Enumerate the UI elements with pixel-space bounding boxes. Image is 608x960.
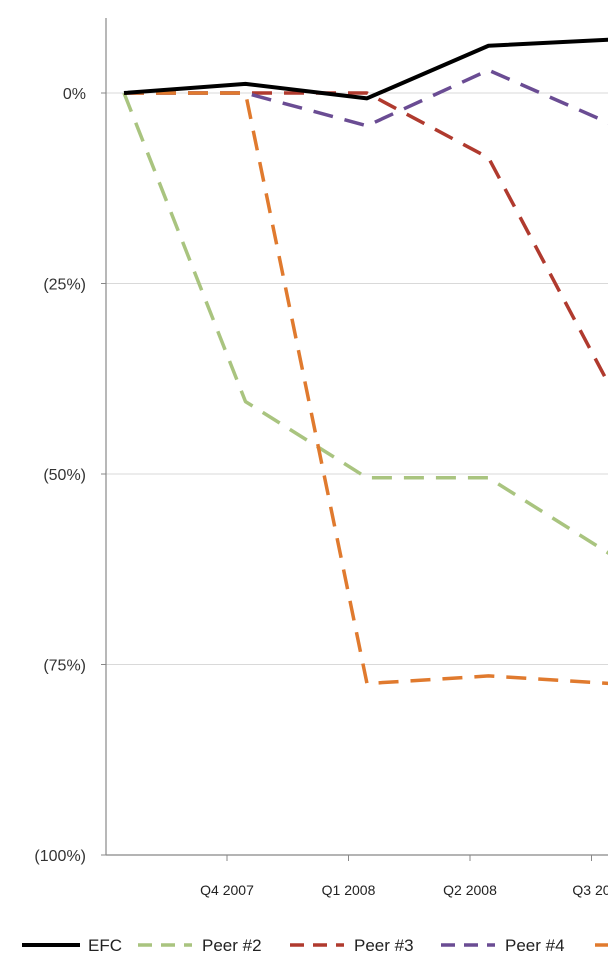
y-tick-label: 0%	[63, 86, 86, 103]
series-line-peer-3	[124, 91, 608, 387]
y-tick-label: (50%)	[43, 467, 86, 484]
series-line-unlabeled	[124, 91, 608, 686]
y-tick-label: (100%)	[34, 848, 86, 865]
x-tick-label: Q1 2008	[322, 882, 376, 898]
x-axis-ticks: Q4 2007 Q1 2008 Q2 2008 Q3 20	[200, 855, 608, 898]
axes	[105, 18, 608, 856]
series-line-efc	[123, 37, 608, 101]
x-tick-label: Q4 2007	[200, 882, 254, 898]
x-tick-label: Q2 2008	[443, 882, 497, 898]
y-tick-label: (75%)	[43, 658, 86, 675]
y-tick-label: (25%)	[43, 277, 86, 294]
legend-label: Peer #4	[505, 936, 565, 955]
x-tick-label: Q3 20	[572, 882, 608, 898]
legend-label: Peer #2	[202, 936, 262, 955]
series-lines	[122, 37, 608, 686]
legend: EFC Peer #2 Peer #3 Peer #4	[22, 936, 608, 955]
gridlines	[106, 92, 608, 665]
y-axis-ticks: 0% (25%) (50%) (75%) (100%)	[34, 86, 106, 865]
legend-label: Peer #3	[354, 936, 414, 955]
series-line-peer-2	[122, 92, 608, 555]
legend-label: EFC	[88, 936, 122, 955]
